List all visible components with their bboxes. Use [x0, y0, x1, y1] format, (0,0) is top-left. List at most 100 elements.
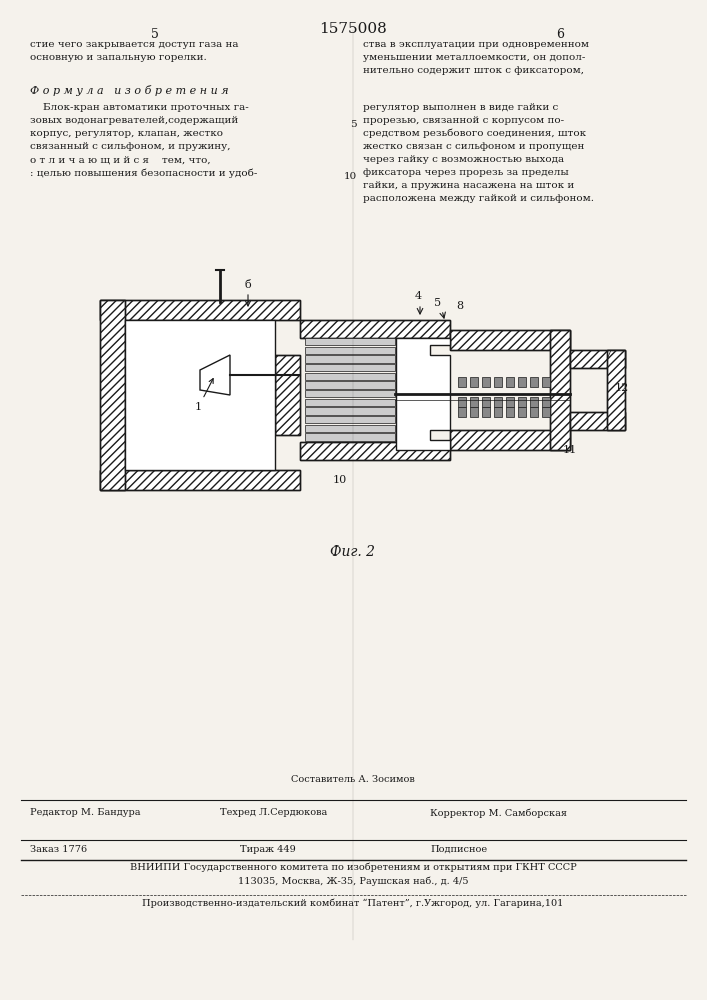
Bar [458, 407, 466, 417]
Bar [570, 350, 625, 368]
Bar [542, 407, 550, 417]
Bar [100, 300, 125, 490]
Bar [458, 377, 466, 387]
Text: 1: 1 [195, 379, 214, 412]
Text: прорезью, связанной с корпусом по-: прорезью, связанной с корпусом по- [363, 116, 564, 125]
Bar [470, 407, 478, 417]
Text: зовых водонагревателей,содержащий: зовых водонагревателей,содержащий [30, 116, 238, 125]
Bar [570, 350, 625, 368]
Bar [305, 347, 395, 354]
Bar [275, 355, 300, 435]
Bar [100, 300, 125, 490]
Text: уменьшении металлоемкости, он допол-: уменьшении металлоемкости, он допол- [363, 53, 585, 62]
Bar [542, 377, 550, 387]
Bar [305, 338, 395, 345]
Bar [518, 397, 526, 407]
Text: 1575008: 1575008 [319, 22, 387, 36]
Bar [458, 397, 466, 407]
Text: 7: 7 [604, 350, 612, 360]
Bar [542, 397, 550, 407]
Text: 6: 6 [556, 28, 564, 41]
Text: о т л и ч а ю щ и й с я    тем, что,: о т л и ч а ю щ и й с я тем, что, [30, 155, 211, 164]
Bar [100, 300, 300, 320]
Bar [470, 377, 478, 387]
Text: расположена между гайкой и сильфоном.: расположена между гайкой и сильфоном. [363, 194, 594, 203]
Text: ВНИИПИ Государственного комитета по изобретениям и открытиям при ГКНТ СССР: ВНИИПИ Государственного комитета по изоб… [129, 863, 576, 872]
Bar [506, 397, 514, 407]
Bar [494, 397, 502, 407]
Text: ства в эксплуатации при одновременном: ства в эксплуатации при одновременном [363, 40, 589, 49]
Bar [305, 373, 395, 380]
Text: Техред Л.Сердюкова: Техред Л.Сердюкова [220, 808, 327, 817]
Bar [570, 412, 625, 430]
Bar [100, 300, 300, 320]
Bar [300, 442, 450, 460]
Bar [530, 397, 538, 407]
Bar [530, 377, 538, 387]
Text: основную и запальную горелки.: основную и запальную горелки. [30, 53, 206, 62]
Bar [305, 407, 395, 415]
Bar [300, 320, 450, 338]
Polygon shape [396, 338, 450, 450]
Bar [506, 407, 514, 417]
Text: Фиг. 2: Фиг. 2 [330, 545, 375, 559]
Bar [305, 381, 395, 389]
Bar [305, 433, 395, 441]
Bar [450, 430, 570, 450]
Text: 10: 10 [333, 475, 347, 485]
Text: б: б [245, 280, 252, 290]
Text: Производственно-издательский комбинат “Патент”, г.Ужгород, ул. Гагарина,101: Производственно-издательский комбинат “П… [142, 898, 563, 908]
Bar [530, 407, 538, 417]
Bar [550, 330, 570, 450]
Text: через гайку с возможностью выхода: через гайку с возможностью выхода [363, 155, 564, 164]
Text: 4: 4 [414, 291, 421, 301]
Text: стие чего закрывается доступ газа на: стие чего закрывается доступ газа на [30, 40, 238, 49]
Bar [125, 320, 275, 470]
Bar [482, 397, 490, 407]
Bar [550, 330, 570, 450]
Text: 8: 8 [457, 301, 464, 311]
Text: 11: 11 [563, 445, 577, 455]
Text: : целью повышения безопасности и удоб-: : целью повышения безопасности и удоб- [30, 168, 257, 178]
Bar [275, 355, 300, 435]
Text: Ф о р м у л а   и з о б р е т е н и я: Ф о р м у л а и з о б р е т е н и я [30, 85, 228, 96]
Text: 113035, Москва, Ж-35, Раушская наб., д. 4/5: 113035, Москва, Ж-35, Раушская наб., д. … [238, 877, 468, 886]
Bar [570, 412, 625, 430]
Bar [305, 425, 395, 432]
Bar [305, 355, 395, 363]
Bar [518, 377, 526, 387]
Bar [482, 407, 490, 417]
Text: 5: 5 [434, 298, 442, 308]
Bar [607, 350, 625, 430]
Bar [518, 407, 526, 417]
Text: средством резьбового соединения, шток: средством резьбового соединения, шток [363, 129, 586, 138]
Text: Блок-кран автоматики проточных га-: Блок-кран автоматики проточных га- [30, 103, 249, 112]
Text: Корректор М. Самборская: Корректор М. Самборская [430, 808, 567, 818]
Bar [494, 407, 502, 417]
Bar [100, 470, 300, 490]
Bar [494, 377, 502, 387]
Text: нительно содержит шток с фиксатором,: нительно содержит шток с фиксатором, [363, 66, 584, 75]
Bar [300, 442, 450, 460]
Text: 5: 5 [151, 28, 159, 41]
Text: Составитель А. Зосимов: Составитель А. Зосимов [291, 775, 415, 784]
Bar [305, 364, 395, 371]
Text: Подписное: Подписное [430, 845, 487, 854]
Bar [450, 330, 570, 350]
Bar [482, 377, 490, 387]
Text: регулятор выполнен в виде гайки с: регулятор выполнен в виде гайки с [363, 103, 559, 112]
Text: фиксатора через прорезь за пределы: фиксатора через прорезь за пределы [363, 168, 568, 177]
Bar [100, 470, 300, 490]
Text: 10: 10 [344, 172, 357, 181]
Bar [607, 350, 625, 430]
Text: жестко связан с сильфоном и пропущен: жестко связан с сильфоном и пропущен [363, 142, 585, 151]
Bar [450, 330, 570, 350]
Text: Тираж 449: Тираж 449 [240, 845, 296, 854]
Bar [305, 390, 395, 397]
Bar [506, 377, 514, 387]
Bar [450, 430, 570, 450]
Text: 12: 12 [615, 383, 629, 393]
Text: связанный с сильфоном, и пружину,: связанный с сильфоном, и пружину, [30, 142, 230, 151]
Text: гайки, а пружина насажена на шток и: гайки, а пружина насажена на шток и [363, 181, 574, 190]
Bar [305, 399, 395, 406]
